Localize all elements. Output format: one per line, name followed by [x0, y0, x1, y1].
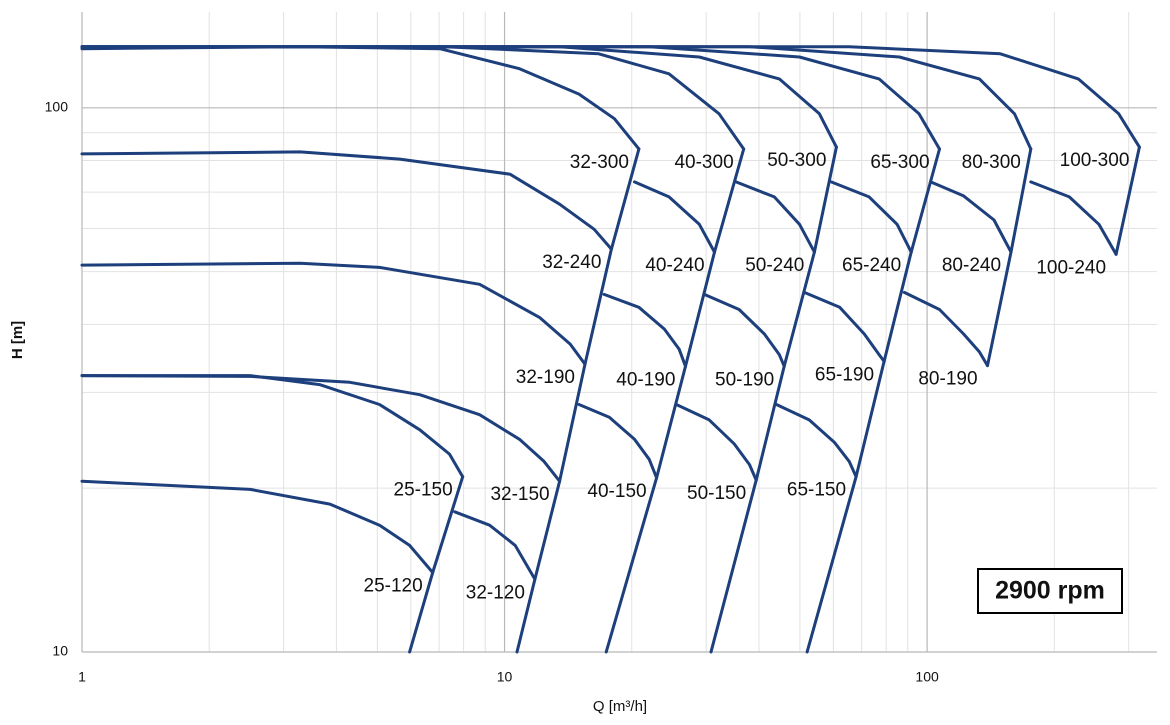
pump-curve — [829, 180, 913, 254]
x-tick-label: 1 — [78, 669, 86, 685]
curve-label: 50-300 — [767, 150, 826, 171]
curve-label: 25-120 — [364, 575, 423, 596]
x-axis-title: Q [m³/h] — [593, 698, 647, 715]
curve-label: 65-300 — [870, 152, 929, 173]
curve-label: 50-150 — [687, 483, 746, 504]
pump-curve — [805, 147, 941, 654]
pump-curve — [80, 45, 1033, 151]
curves — [80, 45, 1141, 654]
curve-label: 32-300 — [570, 152, 629, 173]
pump-curve — [774, 403, 858, 479]
pump-curve — [902, 290, 989, 368]
curve-label: 32-120 — [466, 582, 525, 603]
curve-label: 50-190 — [715, 369, 774, 390]
curve-label: 32-190 — [516, 367, 575, 388]
pump-curve — [929, 180, 1013, 254]
curve-label: 32-150 — [490, 484, 549, 505]
curve-label: 65-190 — [815, 364, 874, 385]
pump-curve — [80, 374, 562, 483]
y-tick-label: 10 — [52, 643, 68, 659]
curve-label: 100-300 — [1060, 150, 1130, 171]
y-tick-label: 100 — [45, 99, 69, 115]
pump-curve — [633, 180, 716, 254]
pump-curve — [602, 292, 687, 368]
pump-curve — [986, 147, 1033, 368]
pump-curve — [80, 45, 641, 151]
pump-curve — [80, 479, 435, 574]
curve-label: 40-190 — [616, 369, 675, 390]
pump-curve — [453, 510, 537, 581]
pump-curve — [709, 145, 838, 654]
curve-label: 40-150 — [587, 481, 646, 502]
annotation: 2900 rpm — [995, 577, 1105, 605]
x-tick-label: 100 — [915, 669, 939, 685]
pump-curve — [702, 292, 786, 368]
curve-label: 80-190 — [918, 369, 977, 390]
curve-label: 40-300 — [674, 152, 733, 173]
curve-label: 32-240 — [542, 252, 601, 273]
annotation-box — [977, 568, 1123, 614]
pump-curve — [515, 147, 641, 654]
curve-label: 100-240 — [1036, 257, 1106, 278]
labels: 1 10 100 10 100 25-120 25-150 32-120 32-150 40-15… — [45, 99, 1130, 685]
pump-curve — [80, 150, 613, 251]
curve-label: 40-240 — [645, 255, 704, 276]
pump-curve — [80, 45, 838, 149]
pump-curve — [734, 180, 816, 254]
curve-label: 65-240 — [842, 255, 901, 276]
pump-curve — [408, 475, 465, 654]
curve-label: 25-150 — [394, 480, 453, 501]
curve-label: 80-300 — [962, 152, 1021, 173]
curve-label: 50-240 — [745, 255, 804, 276]
pump-curve — [80, 261, 587, 366]
curve-label: 65-150 — [787, 480, 846, 501]
pump-curve — [80, 45, 746, 151]
pump-curve — [802, 290, 886, 363]
curve-label: 80-240 — [942, 255, 1001, 276]
pump-curve — [80, 45, 941, 151]
x-tick-label: 10 — [497, 669, 513, 685]
pump-curve — [674, 403, 758, 482]
pump-curve — [80, 45, 1141, 149]
pump-curve — [1114, 145, 1141, 256]
pump-curve — [1029, 180, 1118, 256]
y-axis-title: H [m] — [9, 321, 26, 359]
pump-curve — [604, 147, 746, 654]
pump-curve — [577, 403, 659, 480]
